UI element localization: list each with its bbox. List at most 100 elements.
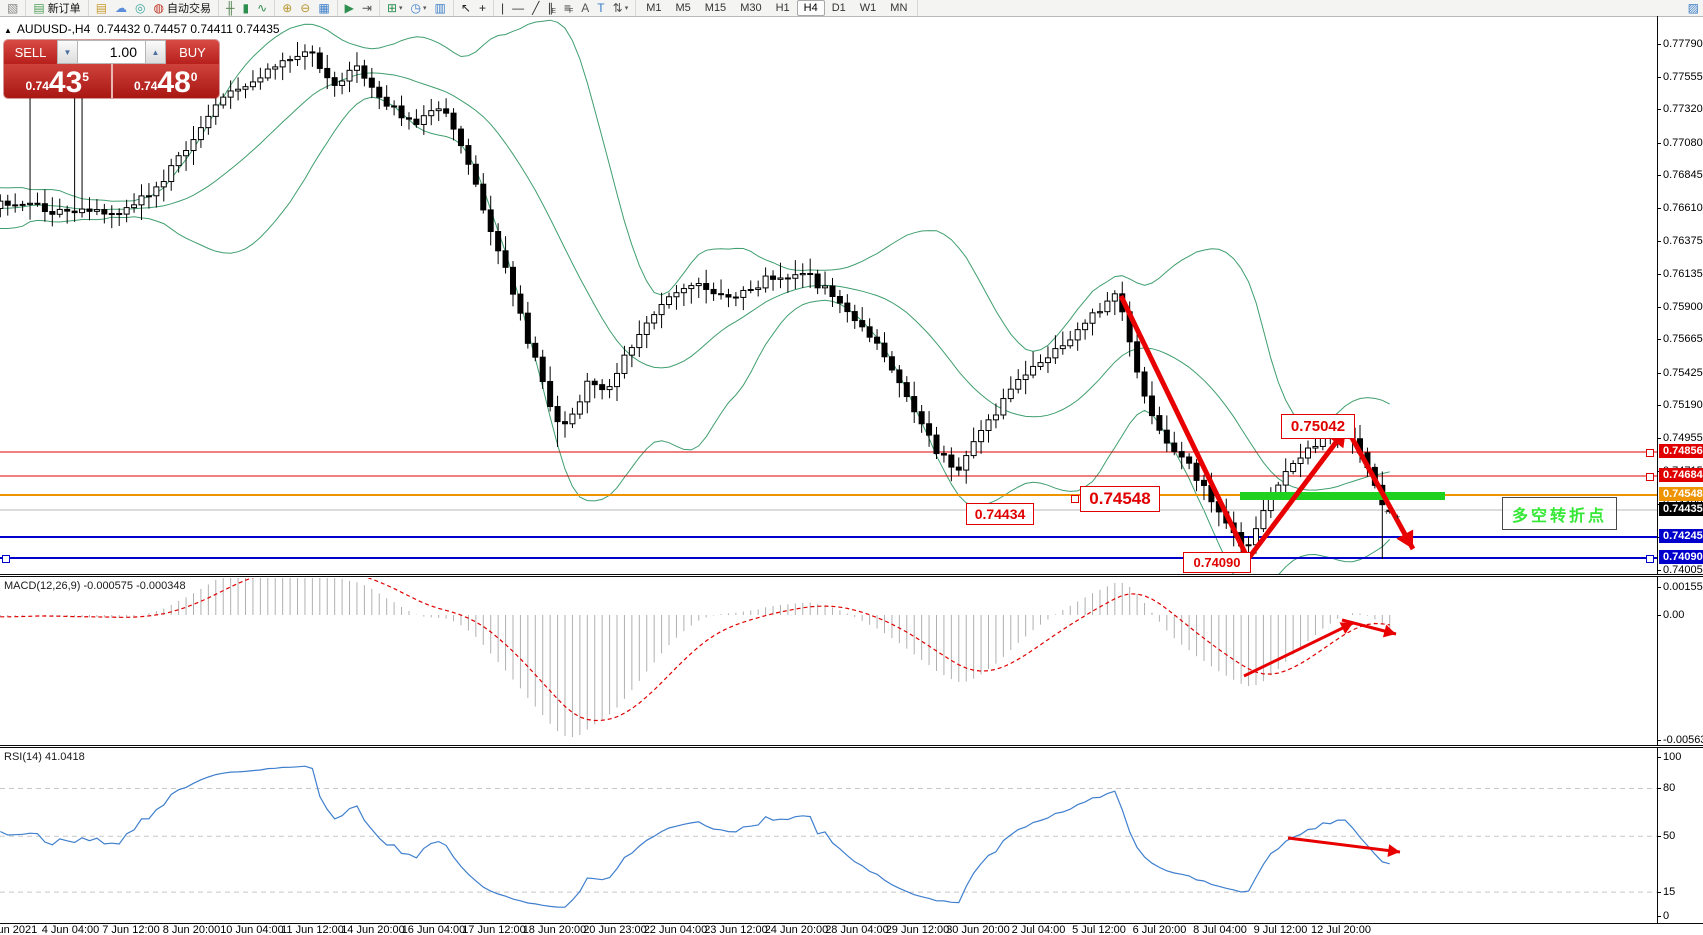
new-order-button[interactable]: ▤ 新订单 — [29, 0, 84, 16]
cursor-icon[interactable]: ↖ — [457, 0, 475, 16]
buy-price-sup: 0 — [190, 70, 198, 84]
crosshair-icon[interactable]: + — [475, 0, 490, 16]
history-center-icon[interactable]: ▤ — [92, 0, 111, 16]
vertical-line-icon[interactable]: | — [497, 0, 508, 16]
timeframe-d1-button[interactable]: D1 — [831, 2, 846, 14]
annotation-layer — [1118, 294, 1445, 857]
time-axis-label: 5 Jul 12:00 — [1072, 924, 1126, 935]
chart-shift-icon[interactable]: ⇥ — [358, 0, 376, 16]
price-axis-label: 0.75190 — [1663, 399, 1703, 411]
price-annotation-0.74434[interactable]: 0.74434 — [966, 503, 1034, 525]
macd-tick — [1657, 587, 1661, 588]
fibonacci-icon: ≡ — [563, 1, 571, 15]
horizontal-line-icon[interactable]: — — [508, 0, 528, 16]
arrowhead — [1387, 844, 1400, 857]
sell-price-sup: 5 — [82, 70, 89, 84]
zoom-out-icon[interactable]: ⊖ — [296, 0, 314, 16]
arrows-tool-icon[interactable]: ⇅ ▾ — [609, 0, 633, 16]
price-tick — [1657, 274, 1661, 275]
template-icon[interactable]: ▥ — [431, 0, 450, 16]
periods-icon[interactable]: ◷ ▾ — [407, 0, 431, 16]
line-chart-icon: ∿ — [257, 1, 268, 15]
price-tick — [1657, 405, 1661, 406]
hline-handle[interactable] — [2, 555, 10, 563]
bollinger-upper-band — [0, 19, 1390, 427]
price-tick — [1657, 77, 1661, 78]
lot-size-input[interactable]: 1.00 — [78, 40, 145, 64]
periods-icon: ◷ — [410, 1, 422, 15]
tool-sub-letter: E — [551, 7, 556, 15]
bar-chart-icon[interactable]: ╫ — [222, 0, 239, 16]
bollinger-middle-band — [0, 72, 1390, 491]
signals-icon: ◎ — [135, 1, 146, 15]
autotrading-button[interactable]: ◍ 自动交易 — [150, 0, 215, 16]
price-annotation-0.75042[interactable]: 0.75042 — [1281, 414, 1355, 439]
hline-handle[interactable] — [1646, 473, 1654, 481]
timeframe-w1-button[interactable]: W1 — [859, 2, 877, 14]
annotation-handle[interactable] — [1071, 495, 1079, 503]
time-axis-label: 10 Jun 04:00 — [220, 924, 284, 935]
publish-icon[interactable]: ☁ — [111, 0, 131, 16]
text-icon[interactable]: A — [577, 0, 593, 16]
time-axis-label: 28 Jun 04:00 — [825, 924, 889, 935]
time-axis-label: 20 Jun 23:00 — [583, 924, 647, 935]
price-badge-0.74548: 0.74548 — [1659, 487, 1703, 501]
line-chart-icon[interactable]: ∿ — [253, 0, 271, 16]
dropdown-caret-icon[interactable]: ▾ — [399, 5, 403, 12]
timeframe-m30-button[interactable]: M30 — [740, 2, 762, 14]
timeframe-m15-button[interactable]: M15 — [704, 2, 727, 14]
hline-handle[interactable] — [1646, 449, 1654, 457]
arrowhead — [1396, 529, 1414, 549]
lot-decrease-button[interactable]: ▼ — [57, 40, 78, 64]
price-badge-0.74435: 0.74435 — [1659, 502, 1703, 516]
macd-axis-label: 0.001559 — [1663, 581, 1703, 593]
symbol-search-icon[interactable]: ▧ — [3, 0, 22, 16]
rsi-axis-label: 100 — [1663, 751, 1682, 763]
time-axis-label: 6 Jul 20:00 — [1132, 924, 1187, 935]
collapse-panel-icon[interactable]: ▲ — [4, 26, 12, 35]
price-axis-label: 0.74005 — [1663, 564, 1703, 576]
arrows-tool-icon: ⇅ — [612, 1, 623, 15]
signals-icon[interactable]: ◎ — [131, 0, 149, 16]
buy-button[interactable]: BUY — [166, 40, 219, 64]
candlestick-chart-icon[interactable]: ▮ — [239, 0, 254, 16]
trend-arrow — [1118, 294, 1251, 561]
chart-window-icon[interactable]: ▨ — [1684, 0, 1703, 16]
sell-price-display[interactable]: 0.74 43 5 — [4, 64, 113, 98]
fibonacci-icon[interactable]: ≡ F — [560, 0, 577, 16]
add-indicator-icon[interactable]: ⊞ ▾ — [383, 0, 407, 16]
sell-button[interactable]: SELL — [4, 40, 57, 64]
rsi-pane-separator[interactable] — [0, 745, 1703, 748]
time-axis-label: 14 Jun 20:00 — [341, 924, 405, 935]
price-annotation-0.74548[interactable]: 0.74548 — [1080, 486, 1160, 512]
auto-scroll-icon[interactable]: ▶ — [341, 0, 358, 16]
zoom-in-icon[interactable]: ⊕ — [278, 0, 296, 16]
cursor-icon: ↖ — [460, 1, 471, 15]
timeframe-h1-button[interactable]: H1 — [775, 2, 790, 14]
price-annotation-0.74090[interactable]: 0.74090 — [1183, 552, 1251, 573]
timeframe-mn-button[interactable]: MN — [890, 2, 908, 14]
macd-pane-separator[interactable] — [0, 574, 1703, 577]
timeframe-m5-button[interactable]: M5 — [675, 2, 691, 14]
text-label-icon[interactable]: T — [593, 0, 608, 16]
channel-icon[interactable]: ∥ E — [543, 0, 560, 16]
sell-price-big: 43 — [48, 66, 83, 98]
buy-price-display[interactable]: 0.74 48 0 — [112, 64, 219, 98]
time-axis-label: 9 Jul 12:00 — [1253, 924, 1308, 935]
autotrading-button: ◍ — [153, 1, 164, 15]
dropdown-caret-icon[interactable]: ▾ — [423, 5, 427, 12]
tile-windows-icon[interactable]: ▦ — [314, 0, 333, 16]
time-axis-label: 23 Jun 12:00 — [704, 924, 768, 935]
turning-point-text-box[interactable]: 多空转折点 — [1502, 497, 1617, 530]
candlestick-series — [0, 41, 1393, 559]
horizontal-line-icon: — — [512, 1, 525, 15]
dropdown-caret-icon[interactable]: ▾ — [624, 5, 629, 12]
trendline-icon[interactable]: ╱ — [528, 0, 543, 16]
timeframe-m1-button[interactable]: M1 — [646, 2, 662, 14]
hline-handle[interactable] — [1646, 555, 1654, 563]
timeframe-h4-button[interactable]: H4 — [796, 0, 825, 16]
lot-increase-button[interactable]: ▲ — [145, 40, 166, 64]
price-badge-0.74684: 0.74684 — [1659, 468, 1703, 482]
